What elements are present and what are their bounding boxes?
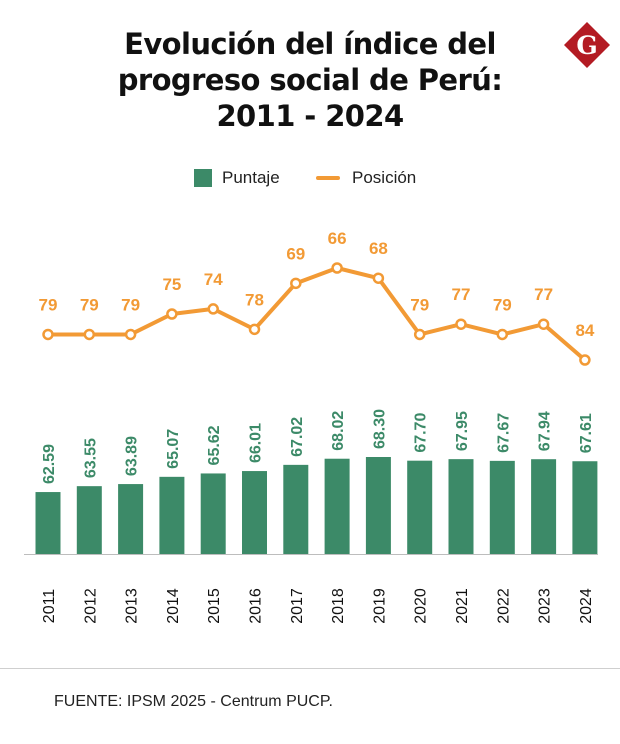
posicion-label-2014: 75: [162, 275, 181, 294]
legend-label-puntaje: Puntaje: [222, 168, 280, 187]
bar-value-label-2018: 68.02: [330, 411, 347, 451]
title-line-1: Evolución del índice del: [124, 27, 496, 61]
posicion-point-2022: [496, 328, 509, 341]
bar-2023: [531, 459, 557, 554]
title-line-3: 2011 - 2024: [216, 99, 404, 133]
posicion-point-2018: [331, 262, 343, 274]
posicion-point-2017: [290, 277, 302, 290]
posicion-label-2013: 79: [121, 295, 140, 314]
x-tick-2017: 2017: [289, 588, 306, 624]
bar-2018: [324, 458, 350, 554]
posicion-point-2021: [455, 318, 467, 330]
bar-value-label-2020: 67.70: [413, 413, 430, 453]
posicion-label-2023: 77: [534, 285, 553, 304]
posicion-label-2022: 79: [493, 295, 512, 314]
bar-value-label-2014: 65.07: [165, 429, 182, 469]
x-tick-2018: 2018: [330, 588, 347, 624]
logo-letter: G: [576, 31, 597, 60]
legend: Puntaje Posición: [0, 166, 620, 190]
x-tick-2011: 2011: [41, 589, 58, 624]
x-tick-2013: 2013: [124, 588, 141, 624]
posicion-label-2011: 79: [39, 295, 58, 314]
chart-title: Evolución del índice del progreso social…: [60, 26, 560, 134]
bar-2016: [242, 471, 267, 554]
bar-2015: [200, 473, 226, 554]
posicion-point-2019: [372, 272, 385, 284]
bar-value-label-2024: 67.61: [578, 413, 595, 453]
bar-2024: [572, 461, 598, 554]
posicion-label-2021: 77: [452, 285, 471, 304]
x-tick-2014: 2014: [165, 588, 182, 624]
bar-2011: [35, 492, 61, 554]
bar-value-label-2011: 62.59: [41, 444, 58, 484]
bar-value-label-2019: 68.30: [371, 409, 388, 449]
x-tick-2021: 2021: [454, 588, 471, 624]
logo-diamond: [564, 22, 610, 68]
source-note: FUENTE: IPSM 2025 - Centrum PUCP.: [54, 693, 333, 710]
bar-value-label-2017: 67.02: [289, 417, 306, 457]
line-layer: 79 79 79 75 74 78 69 66 68 79 77 79 77 84: [39, 229, 595, 366]
footer-divider: [0, 668, 620, 669]
posicion-point-2024: [579, 354, 591, 366]
bar-value-label-2013: 63.89: [124, 436, 141, 476]
posicion-point-2013: [124, 328, 137, 341]
bar-2012: [76, 486, 102, 554]
posicion-point-2014: [166, 308, 178, 320]
bar-value-label-2023: 67.94: [537, 411, 554, 451]
bar-value-label-2015: 65.62: [206, 425, 223, 465]
posicion-label-2020: 79: [410, 295, 429, 314]
bar-value-label-2022: 67.67: [495, 413, 512, 453]
posicion-point-2011: [42, 328, 54, 341]
x-tick-labels: 2011 2012 2013 2014 2015 2016 2017 2018 2019 2020…: [41, 588, 595, 624]
bar-2020: [407, 460, 433, 554]
x-tick-2024: 2024: [578, 588, 595, 624]
posicion-label-2024: 84: [575, 321, 594, 340]
legend-swatch-puntaje: [194, 169, 212, 187]
x-tick-2015: 2015: [206, 588, 223, 624]
bar-2017: [283, 464, 309, 554]
bar-2021: [448, 459, 474, 554]
x-tick-2022: 2022: [495, 588, 512, 624]
posicion-label-2019: 68: [369, 239, 388, 258]
posicion-point-2020: [413, 328, 426, 341]
bar-2014: [159, 476, 185, 554]
x-tick-2019: 2019: [371, 588, 388, 624]
bar-value-label-2016: 66.01: [248, 423, 265, 463]
legend-label-posicion: Posición: [352, 168, 417, 187]
bar-2013: [118, 484, 144, 554]
x-tick-2023: 2023: [537, 588, 554, 624]
posicion-point-2012: [83, 328, 96, 341]
posicion-line: [46, 266, 587, 362]
posicion-label-2017: 69: [286, 244, 305, 263]
posicion-label-2015: 74: [204, 270, 223, 289]
chart-plot: 62.59 63.55 63.89 65.07 65.62 66.01 67.02 68.02…: [24, 229, 598, 624]
bar-2019: [365, 457, 391, 554]
legend-swatch-posicion: [316, 176, 340, 180]
posicion-point-2015: [207, 303, 219, 315]
posicion-label-2018: 66: [328, 229, 347, 248]
x-tick-2012: 2012: [82, 588, 99, 624]
bar-2022: [489, 460, 515, 554]
bar-value-label-2012: 63.55: [82, 438, 99, 478]
posicion-point-2023: [537, 318, 550, 330]
x-tick-2016: 2016: [248, 588, 265, 624]
bar-value-label-2021: 67.95: [454, 411, 471, 451]
brand-logo-icon: G: [564, 22, 610, 68]
posicion-label-2016: 78: [245, 290, 264, 309]
bars-layer: 62.59 63.55 63.89 65.07 65.62 66.01 67.02 68.02…: [35, 409, 598, 554]
x-tick-2020: 2020: [413, 588, 430, 624]
title-line-2: progreso social de Perú:: [117, 63, 503, 97]
posicion-point-2016: [248, 323, 261, 336]
posicion-label-2012: 79: [80, 295, 99, 314]
